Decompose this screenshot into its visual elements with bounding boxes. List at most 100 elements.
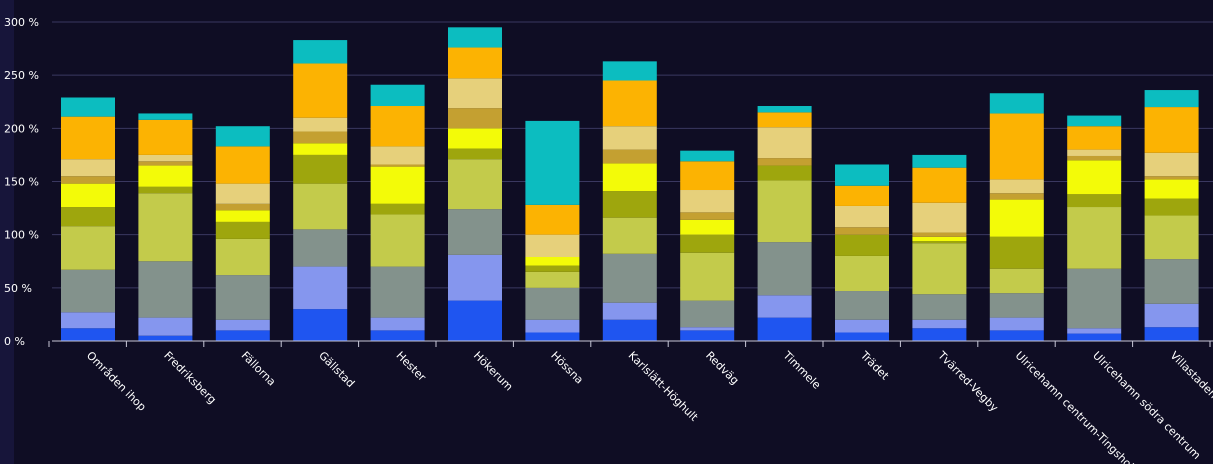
bar-segment <box>989 268 1044 294</box>
bar-segment <box>757 127 812 159</box>
bar-segment <box>1144 179 1199 199</box>
bar-segment <box>1144 215 1199 260</box>
bar-stack <box>448 27 502 341</box>
bar-segment <box>757 106 812 113</box>
bar-stack <box>525 120 580 341</box>
x-tick-label: Hester <box>393 349 428 384</box>
bar-segment <box>448 128 502 149</box>
bar-segment <box>1144 327 1199 341</box>
bar-segment <box>448 108 502 129</box>
bar-segment <box>138 261 193 318</box>
bar-segment <box>835 205 889 228</box>
bar-segment <box>835 227 889 235</box>
bar-segment <box>989 317 1044 331</box>
bar-segment <box>757 295 812 318</box>
bar-segment <box>835 291 889 320</box>
y-tick-label: 150 % <box>4 176 39 189</box>
bar-segment <box>989 330 1044 341</box>
bar-stack <box>912 154 967 341</box>
bar-segment <box>525 319 580 333</box>
bar-segment <box>1067 126 1122 150</box>
bar-segment <box>215 210 270 222</box>
bar-segment <box>138 161 193 166</box>
bar-stack <box>835 164 889 341</box>
bar-segment <box>680 161 735 191</box>
bar-segment <box>757 165 812 181</box>
bar-segment <box>61 116 115 160</box>
bar-segment <box>602 319 657 341</box>
bar-segment <box>138 193 193 262</box>
y-tick-label: 200 % <box>4 122 39 135</box>
bar-segment <box>293 131 348 144</box>
bar-segment <box>680 190 735 213</box>
bar-segment <box>138 119 193 155</box>
x-tick-label: Områden ihop <box>84 349 149 414</box>
bar-segment <box>835 234 889 256</box>
bar-stack <box>1144 90 1199 341</box>
bar-segment <box>835 319 889 333</box>
bar-segment <box>215 203 270 211</box>
bar-segment <box>448 159 502 210</box>
bar-segment <box>370 214 425 267</box>
x-tick-label: Villastaden <box>1167 349 1213 401</box>
bar-segment <box>602 302 657 320</box>
bar-segment <box>525 234 580 257</box>
bar-segment <box>525 256 580 266</box>
bar-segment <box>602 80 657 127</box>
bar-segment <box>680 327 735 331</box>
bar-segment <box>757 180 812 243</box>
x-tick-label: Hökerum <box>471 349 516 394</box>
bar-segment <box>757 242 812 296</box>
bar-segment <box>138 165 193 187</box>
bar-segment <box>293 40 348 64</box>
bar-segment <box>525 204 580 235</box>
bar-segment <box>293 63 348 118</box>
bar-segment <box>602 126 657 150</box>
bar-segment <box>602 149 657 164</box>
bar-segment <box>61 226 115 270</box>
bar-segment <box>448 300 502 341</box>
bar-segment <box>215 146 270 184</box>
bar-segment <box>989 113 1044 180</box>
bar-segment <box>448 209 502 255</box>
bar-stack <box>989 93 1044 341</box>
bar-segment <box>448 148 502 160</box>
x-tick-label: Tvärred-Vegby <box>935 348 1002 415</box>
x-tick-label: Fredriksberg <box>161 349 218 406</box>
bar-stack <box>680 150 735 341</box>
bar-segment <box>293 229 348 267</box>
bar-segment <box>61 269 115 313</box>
bar-stack <box>215 126 270 341</box>
bar-segment <box>912 202 967 233</box>
bar-segment <box>61 97 115 117</box>
bar-segment <box>448 254 502 301</box>
bar-segment <box>989 293 1044 318</box>
bar-segment <box>1067 333 1122 341</box>
bar-segment <box>525 265 580 272</box>
y-tick-label: 0 % <box>4 335 25 348</box>
bar-segment <box>61 328 115 341</box>
bar-segment <box>61 183 115 208</box>
bar-segment <box>680 212 735 220</box>
bar-segment <box>293 183 348 230</box>
bar-segment <box>835 164 889 186</box>
bar-segment <box>912 241 967 244</box>
bar-segment <box>680 219 735 235</box>
bar-segment <box>1067 115 1122 127</box>
bar-segment <box>680 300 735 328</box>
bar-segment <box>215 238 270 276</box>
bar-segment <box>370 146 425 165</box>
bar-segment <box>370 164 425 167</box>
bar-segment <box>912 319 967 329</box>
bar-stack <box>138 113 193 341</box>
bar-segment <box>370 166 425 204</box>
bar-segment <box>1144 303 1199 328</box>
bar-segment <box>215 275 270 320</box>
bar-segment <box>61 159 115 177</box>
bar-stack <box>370 84 425 341</box>
bar-segment <box>138 113 193 120</box>
bar-segment <box>215 183 270 204</box>
bar-segment <box>61 312 115 329</box>
bar-stack <box>602 61 657 341</box>
bar-segment <box>293 143 348 155</box>
